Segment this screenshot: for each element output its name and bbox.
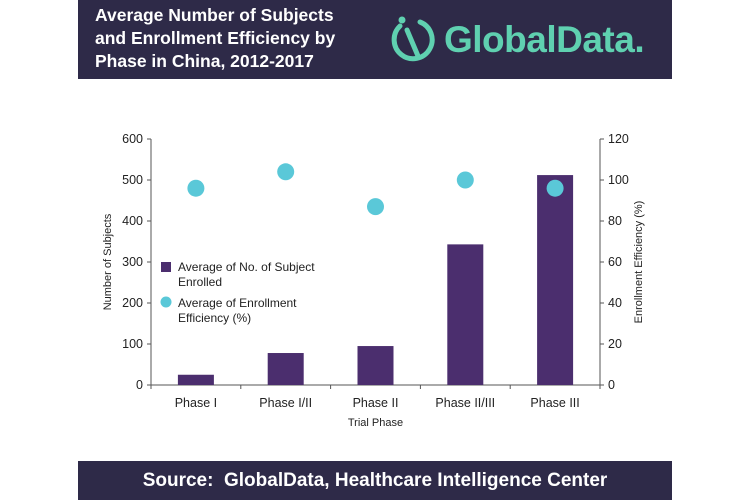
y-left-tick-label: 600 (122, 132, 143, 146)
scatter-point (546, 179, 564, 197)
x-axis-title: Trial Phase (348, 417, 403, 429)
scatter-point (277, 163, 295, 181)
legend-label-bar-line-2: Enrolled (178, 275, 222, 289)
x-tick-label: Phase I (175, 396, 217, 410)
header-banner: Average Number of Subjects and Enrollmen… (78, 0, 672, 79)
scatter-point (187, 179, 205, 197)
logo-text: GlobalData. (444, 19, 645, 60)
y-left-tick-label: 300 (122, 255, 143, 269)
bar (267, 353, 304, 385)
legend-label-scatter-line-2: Efficiency (%) (178, 311, 251, 325)
legend-label-scatter-line-1: Average of Enrollment (178, 296, 297, 310)
bar (537, 175, 574, 385)
bar (357, 346, 394, 385)
y-left-tick-label: 500 (122, 173, 143, 187)
globaldata-logo: GlobalData. (390, 12, 645, 68)
chart: 0 100 200 300 400 500 600 0 20 40 60 80 100 120 Phase … (102, 132, 645, 429)
title-line-3: Phase in China, 2012-2017 (95, 51, 314, 71)
x-tick-label: Phase III (530, 396, 579, 410)
bar (177, 374, 214, 385)
x-tick-label: Phase I/II (259, 396, 312, 410)
y-axis-left-title: Number of Subjects (102, 213, 114, 310)
scatter-point (456, 171, 474, 189)
y-right-tick-label: 40 (608, 296, 622, 310)
bar (447, 244, 484, 385)
source-text: Source: GlobalData, Healthcare Intellige… (142, 469, 608, 491)
y-right-tick-label: 80 (608, 214, 622, 228)
legend-label-bar-line-1: Average of No. of Subject (178, 260, 315, 274)
y-axis-right-title: Enrollment Efficiency (%) (633, 201, 645, 324)
y-left-tick-label: 200 (122, 296, 143, 310)
y-right-tick-label: 20 (608, 337, 622, 351)
globaldata-logo-icon (391, 16, 435, 62)
title-line-1: Average Number of Subjects (95, 5, 334, 25)
x-tick-label: Phase II (353, 396, 399, 410)
scatter-point (367, 198, 384, 216)
x-tick-label: Phase II/III (435, 396, 495, 410)
y-right-tick-label: 100 (608, 173, 629, 187)
legend-swatch-scatter (160, 296, 172, 308)
y-left-tick-label: 100 (122, 337, 143, 351)
y-left-tick-label: 400 (122, 214, 143, 228)
y-right-tick-label: 120 (608, 132, 629, 146)
y-left-tick-label: 0 (136, 378, 143, 392)
chart-title: Average Number of Subjects and Enrollmen… (95, 4, 395, 73)
footer-banner: Source: GlobalData, Healthcare Intellige… (78, 461, 672, 500)
title-line-2: and Enrollment Efficiency by (95, 28, 336, 48)
y-right-tick-label: 0 (608, 378, 615, 392)
legend-swatch-bar (161, 262, 171, 272)
y-right-tick-label: 60 (608, 255, 622, 269)
